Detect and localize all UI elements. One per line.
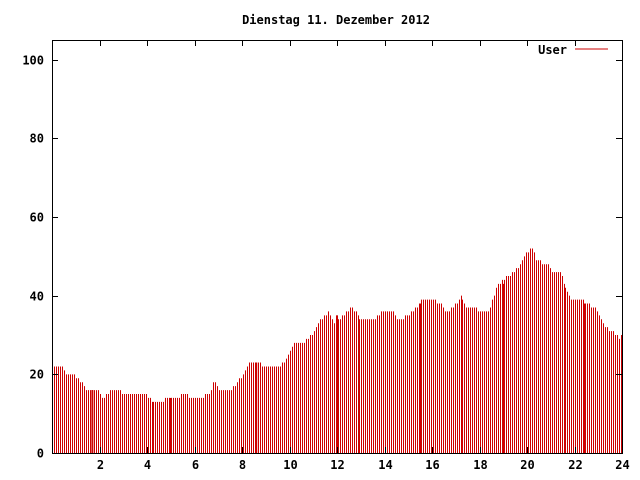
plot-area	[52, 248, 622, 453]
y-tick-label: 40	[30, 290, 44, 304]
x-tick-label: 12	[330, 458, 344, 472]
user-bar-bold	[255, 362, 258, 453]
x-tick-label: 16	[425, 458, 439, 472]
x-tick-label: 2	[97, 458, 104, 472]
legend: User	[538, 43, 608, 57]
x-tick-label: 14	[378, 458, 392, 472]
x-tick-label: 18	[473, 458, 487, 472]
x-tick-label: 6	[192, 458, 199, 472]
x-tick-label: 20	[520, 458, 534, 472]
user-bar-bold	[583, 303, 585, 453]
y-tick-label: 80	[30, 132, 44, 146]
user-bar-bold	[419, 303, 422, 453]
y-tick-label: 0	[37, 447, 44, 461]
y-tick-label: 100	[22, 54, 44, 68]
user-bar-bold	[336, 315, 338, 453]
user-bar-bold	[91, 390, 94, 453]
x-tick-label: 22	[568, 458, 582, 472]
y-tick-label: 60	[30, 211, 44, 225]
x-tick-label: 24	[615, 458, 629, 472]
legend-label-user: User	[538, 43, 567, 57]
user-bar-bold	[502, 283, 505, 453]
x-tick-label: 4	[144, 458, 151, 472]
x-tick-label: 8	[239, 458, 246, 472]
chart-title: Dienstag 11. Dezember 2012	[242, 13, 430, 27]
x-tick-label: 10	[283, 458, 297, 472]
y-tick-label: 20	[30, 368, 44, 382]
user-bar-bold	[169, 397, 172, 453]
